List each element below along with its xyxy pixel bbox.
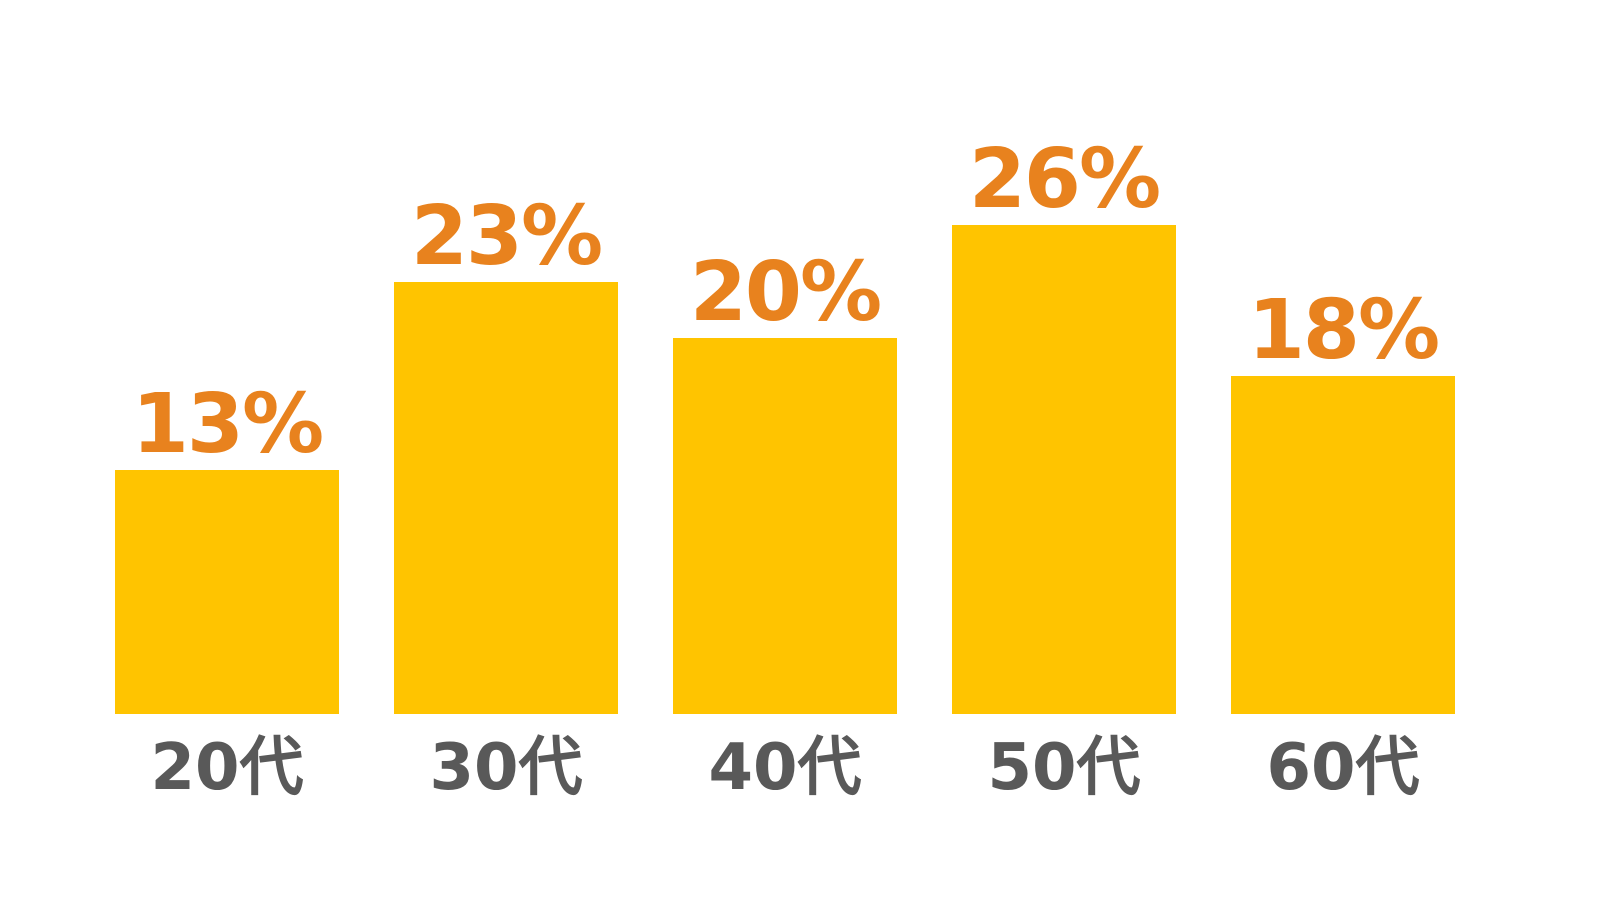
- bar: [1231, 376, 1455, 714]
- category-label: 50代: [987, 731, 1141, 805]
- bar: [115, 470, 339, 714]
- category-label: 20代: [150, 731, 304, 805]
- bar-column: 13% 20代: [115, 0, 339, 900]
- bar-value-label: 18%: [1247, 283, 1440, 378]
- bar-value-label: 20%: [689, 245, 882, 340]
- bar-value-label: 26%: [968, 132, 1161, 227]
- bar-column: 20% 40代: [673, 0, 897, 900]
- bar: [673, 338, 897, 714]
- bar-value-label: 23%: [410, 189, 603, 284]
- bar-column: 26% 50代: [952, 0, 1176, 900]
- category-label: 40代: [708, 731, 862, 805]
- category-label: 60代: [1266, 731, 1420, 805]
- bar-value-label: 13%: [131, 377, 324, 472]
- category-label: 30代: [429, 731, 583, 805]
- bar-column: 18% 60代: [1231, 0, 1455, 900]
- bar-column: 23% 30代: [394, 0, 618, 900]
- chart-columns: 13% 20代 23% 30代 20% 40代 26% 50代 18% 60代: [115, 0, 1455, 900]
- bar: [394, 282, 618, 714]
- bar: [952, 225, 1176, 714]
